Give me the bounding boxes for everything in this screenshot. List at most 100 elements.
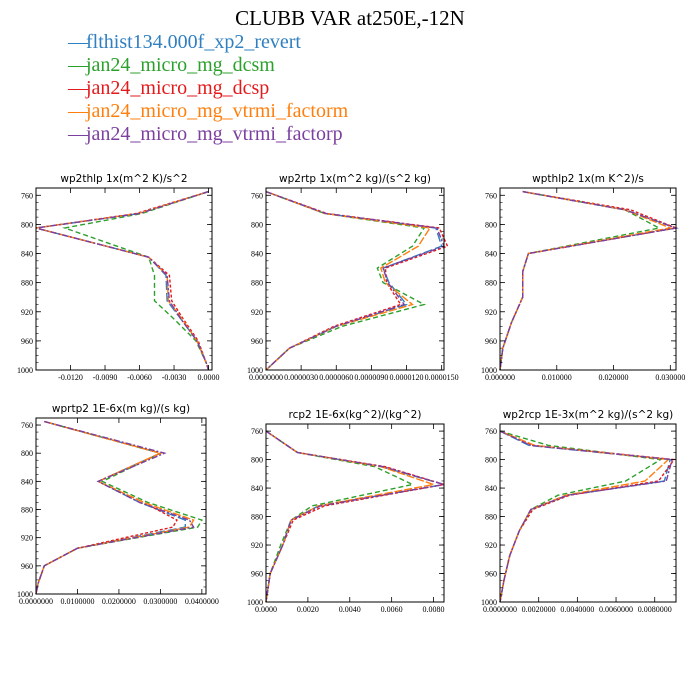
legend-label: jan24_micro_mg_vtrmi_factorp (86, 123, 343, 145)
y-tick-label: 1000 (247, 366, 263, 375)
plot-frame (499, 187, 677, 371)
y-tick-label: 760 (251, 427, 263, 436)
x-tick-label: 0.0000000 (19, 597, 53, 606)
x-tick-label: 0.0060000 (599, 605, 633, 614)
legend: —flthist134.000f_xp2_revert —jan24_micro… (68, 31, 348, 146)
series-line (35, 190, 210, 371)
y-tick-label: 760 (251, 191, 263, 200)
x-tick-label: 0.0080 (423, 605, 445, 614)
y-tick-label: 1000 (247, 598, 263, 607)
panel-title: rcp2 1E-6x(kg^2)/(kg^2) (289, 409, 422, 421)
y-tick-label: 1000 (481, 366, 497, 375)
series-line (265, 190, 445, 371)
series-line (265, 430, 445, 603)
x-tick-label: 0.0000 (198, 373, 220, 382)
legend-line-icon: — (68, 54, 88, 76)
y-tick-label: 920 (485, 308, 497, 317)
y-tick-label: 1000 (17, 366, 33, 375)
y-tick-label: 800 (251, 456, 263, 465)
y-tick-label: 880 (251, 279, 263, 288)
series-line (35, 420, 195, 595)
series-line (35, 190, 210, 371)
y-tick-label: 960 (251, 337, 263, 346)
x-tick-label: 0.0000060 (319, 373, 353, 382)
y-tick-label: 920 (21, 534, 33, 543)
plot-frame (35, 187, 213, 371)
y-tick-label: 960 (485, 337, 497, 346)
legend-line-icon: — (68, 100, 88, 122)
x-tick-label: 0.0000030 (284, 373, 318, 382)
series-line (265, 190, 426, 371)
series-line (499, 190, 679, 371)
panel: wp2rcp 1E-3x(m^2 kg)/(s^2 kg) 760 800 840 88… (481, 409, 677, 614)
x-tick-label: 0.020000 (599, 373, 629, 382)
y-tick-label: 880 (21, 506, 33, 515)
series-line (265, 430, 445, 603)
y-tick-label: 840 (485, 484, 497, 493)
x-tick-label: 0.0040 (339, 605, 361, 614)
series-line (35, 190, 210, 371)
x-tick-label: 0.0300000 (143, 597, 177, 606)
x-tick-label: 0.0200000 (102, 597, 136, 606)
series-line (499, 430, 676, 603)
figure-title: CLUBB VAR at250E,-12N (235, 6, 465, 30)
y-tick-label: 1000 (481, 598, 497, 607)
panel: wpthlp2 1x(m K^2)/s 760 800 840 880 920 960 100… (481, 173, 685, 382)
y-tick-label: 960 (21, 562, 33, 571)
series-line (265, 430, 437, 603)
x-tick-label: 0.0080000 (638, 605, 672, 614)
x-tick-label: -0.0060 (127, 373, 152, 382)
x-tick-label: 0.0100000 (60, 597, 94, 606)
y-tick-label: 920 (21, 308, 33, 317)
panel-title: wprtp2 1E-6x(m kg)/(s kg) (52, 403, 190, 415)
x-tick-label: 0.0000000 (249, 373, 283, 382)
y-tick-label: 800 (21, 220, 33, 229)
x-tick-label: 0.000000 (485, 373, 515, 382)
y-tick-label: 800 (251, 220, 263, 229)
x-tick-label: 0.0000 (255, 605, 277, 614)
series-line (499, 430, 673, 603)
plot-frame (265, 423, 445, 603)
panel: wprtp2 1E-6x(m kg)/(s kg) 760 800 840 880 920… (17, 403, 219, 606)
y-tick-label: 800 (485, 220, 497, 229)
panel: wp2thlp 1x(m^2 K)/s^2 760 800 840 880 920 960 1… (17, 173, 220, 382)
y-tick-label: 800 (485, 456, 497, 465)
y-tick-label: 840 (21, 477, 33, 486)
x-tick-label: 0.0000000 (483, 605, 517, 614)
legend-item: —jan24_micro_mg_dcsm (68, 54, 348, 77)
legend-item: —jan24_micro_mg_vtrmi_factorp (68, 123, 348, 146)
y-tick-label: 840 (251, 484, 263, 493)
x-tick-label: 0.030000 (655, 373, 685, 382)
series-line (35, 420, 195, 595)
y-tick-label: 920 (251, 308, 263, 317)
x-tick-label: 0.0020 (297, 605, 319, 614)
y-tick-label: 760 (485, 191, 497, 200)
y-tick-label: 920 (485, 541, 497, 550)
series-line (499, 430, 663, 603)
y-tick-label: 840 (21, 250, 33, 259)
y-tick-label: 960 (21, 337, 33, 346)
series-line (35, 420, 178, 595)
plot-frame (499, 423, 677, 603)
y-tick-label: 800 (21, 449, 33, 458)
legend-label: jan24_micro_mg_dcsp (86, 77, 270, 99)
x-tick-label: 0.0000150 (425, 373, 459, 382)
y-tick-label: 760 (21, 191, 33, 200)
y-tick-label: 920 (251, 541, 263, 550)
y-tick-label: 880 (251, 513, 263, 522)
x-tick-label: 0.0020000 (522, 605, 556, 614)
panel-title: wp2thlp 1x(m^2 K)/s^2 (60, 173, 187, 185)
plot-frame (35, 417, 207, 595)
series-line (62, 190, 210, 371)
x-tick-label: 0.0000120 (390, 373, 424, 382)
series-line (35, 420, 203, 595)
series-line (265, 430, 415, 603)
x-tick-label: 0.0400000 (185, 597, 219, 606)
series-line (499, 190, 662, 371)
y-tick-label: 960 (485, 570, 497, 579)
y-tick-label: 880 (21, 279, 33, 288)
x-tick-label: -0.0120 (58, 373, 83, 382)
series-line (35, 190, 210, 371)
y-tick-label: 760 (21, 421, 33, 430)
